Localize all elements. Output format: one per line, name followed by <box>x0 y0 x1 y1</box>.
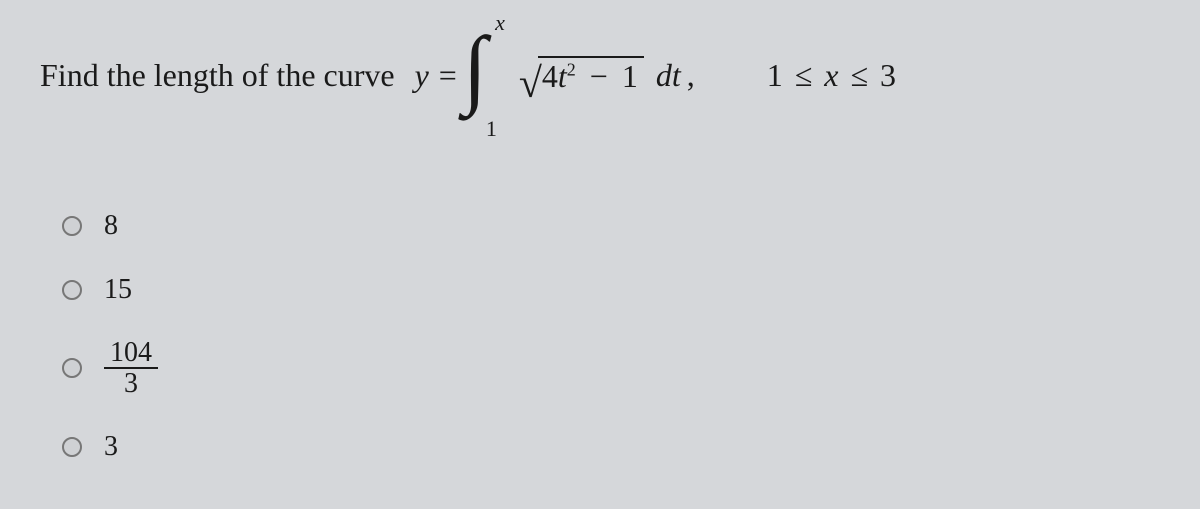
range-var: x <box>824 57 838 94</box>
fraction-numerator: 104 <box>104 338 158 369</box>
square-root: √ 4t2 − 1 <box>519 56 644 95</box>
equals-sign: = <box>435 57 461 94</box>
radio-icon[interactable] <box>62 437 82 457</box>
range-low: 1 <box>767 57 783 94</box>
option-value: 8 <box>104 210 118 242</box>
question-row: Find the length of the curve y = x ∫ 1 √… <box>40 30 1160 120</box>
equation: y = x ∫ 1 √ 4t2 − 1 dt, <box>415 30 695 120</box>
var-t: t <box>558 58 567 94</box>
integral-upper-limit: x <box>495 10 505 36</box>
integral-lower-limit: 1 <box>486 116 497 142</box>
x-range: 1 ≤ x ≤ 3 <box>767 57 896 94</box>
radio-icon[interactable] <box>62 280 82 300</box>
radicand: 4t2 − 1 <box>538 56 644 95</box>
option-fraction: 104 3 <box>104 338 158 399</box>
differential: dt <box>650 57 681 94</box>
fraction-denominator: 3 <box>118 369 144 398</box>
radio-icon[interactable] <box>62 216 82 236</box>
const-one: 1 <box>622 58 638 94</box>
option-value: 15 <box>104 274 132 306</box>
integral-symbol: ∫ <box>463 34 487 104</box>
option-d[interactable]: 3 <box>62 431 1160 463</box>
range-high: 3 <box>880 57 896 94</box>
leq-1: ≤ <box>789 57 819 94</box>
option-value: 3 <box>104 431 118 463</box>
minus-sign: − <box>584 58 614 94</box>
leq-2: ≤ <box>844 57 874 94</box>
question-page: Find the length of the curve y = x ∫ 1 √… <box>0 0 1200 509</box>
radical-symbol: √ <box>519 69 542 99</box>
lhs-variable: y <box>415 57 429 94</box>
prompt-text: Find the length of the curve <box>40 57 403 94</box>
integral: x ∫ 1 <box>467 30 495 120</box>
exponent: 2 <box>567 59 576 79</box>
radio-icon[interactable] <box>62 358 82 378</box>
option-b[interactable]: 15 <box>62 274 1160 306</box>
answer-options: 8 15 104 3 3 <box>62 210 1160 463</box>
coeff: 4 <box>542 58 558 94</box>
option-a[interactable]: 8 <box>62 210 1160 242</box>
comma: , <box>687 57 695 94</box>
option-c[interactable]: 104 3 <box>62 338 1160 399</box>
